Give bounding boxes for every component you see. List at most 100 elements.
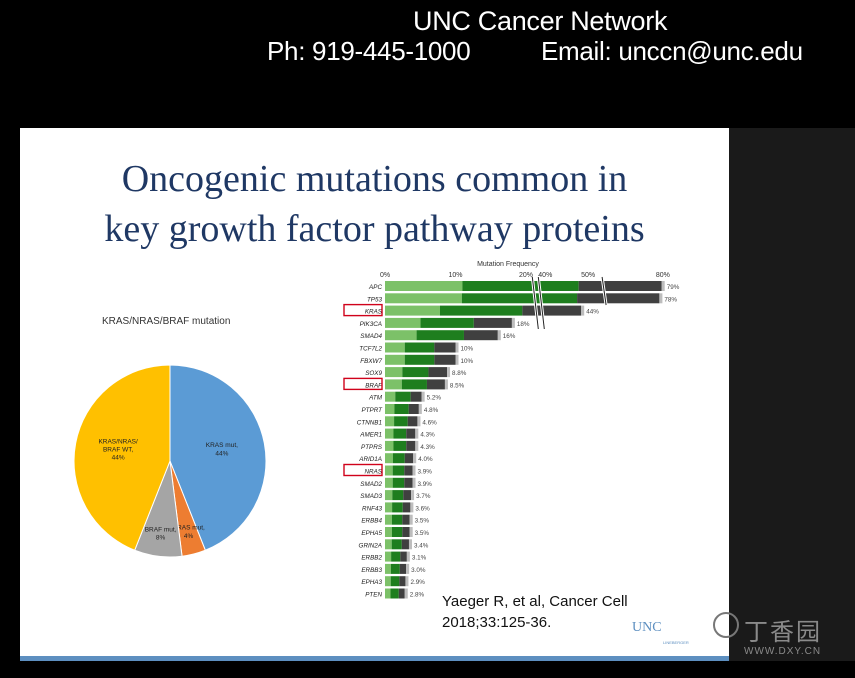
bar-segment — [404, 342, 435, 353]
bar-pten — [385, 588, 408, 599]
bar-segment — [390, 576, 400, 587]
bar-tp53 — [385, 293, 663, 304]
bar-segment — [578, 281, 662, 291]
pie-label-braf: BRAF mut, 8% — [145, 526, 177, 541]
bar-epha3 — [385, 576, 409, 587]
bar-epha5 — [385, 527, 413, 537]
bar-value-smad4: 16% — [503, 333, 516, 340]
bar-segment — [390, 588, 399, 599]
bar-segment — [522, 305, 582, 316]
bar-chart-title: Mutation Frequency — [477, 261, 539, 268]
bar-label-arid1a: ARID1A — [358, 456, 382, 463]
bar-segment — [413, 453, 417, 464]
citation: Yaeger R, et al, Cancer Cell 2018;33:125… — [442, 591, 628, 633]
bar-segment — [511, 317, 515, 328]
bar-ptprt — [385, 404, 422, 414]
bar-label-erbb4: ERBB4 — [361, 518, 382, 525]
bar-label-ptprt: PTPRT — [361, 407, 383, 414]
bar-value-braf: 8.5% — [450, 382, 465, 389]
pie-slice-wt — [73, 364, 171, 551]
bar-label-smad2: SMAD2 — [360, 481, 382, 488]
bar-segment — [392, 502, 403, 513]
bar-segment — [385, 502, 393, 513]
bar-value-nras: 3.9% — [417, 469, 432, 476]
bar-pik3ca — [385, 317, 515, 328]
bar-erbb3 — [385, 563, 410, 574]
bar-segment — [385, 391, 396, 402]
bar-segment — [392, 490, 404, 501]
bar-label-amer1: AMER1 — [359, 432, 382, 439]
bar-value-erbb3: 3.0% — [411, 567, 426, 574]
bar-segment — [409, 527, 413, 537]
bar-grin2a — [385, 539, 412, 550]
bar-segment — [426, 379, 445, 390]
citation-line-2: 2018;33:125-36. — [442, 614, 552, 631]
bar-value-grin2a: 3.4% — [414, 542, 429, 549]
bar-label-fbxw7: FBXW7 — [360, 358, 382, 365]
bar-segment — [497, 330, 501, 341]
bar-segment — [406, 440, 416, 451]
bar-segment — [406, 428, 416, 439]
bar-segment — [401, 379, 427, 390]
bar-segment — [399, 563, 407, 574]
slide-title-line-2: key growth factor pathway proteins — [104, 208, 645, 250]
bar-segment — [461, 293, 578, 304]
bar-value-pten: 2.8% — [410, 592, 425, 599]
bar-smad3 — [385, 490, 415, 501]
bar-segment — [391, 539, 402, 550]
x-tick-label: 0% — [380, 272, 390, 279]
bar-label-rnf43: RNF43 — [362, 505, 382, 512]
bar-label-pten: PTEN — [365, 592, 382, 599]
bar-value-tp53: 78% — [664, 296, 677, 303]
bar-segment — [412, 477, 416, 488]
bar-erbb4 — [385, 514, 413, 525]
bar-label-nras: NRAS — [365, 469, 383, 476]
bar-segment — [385, 551, 392, 562]
bar-segment — [412, 465, 416, 476]
bar-value-ptprs: 4.3% — [420, 444, 435, 451]
bar-segment — [385, 453, 393, 464]
bar-value-fbxw7: 10% — [461, 358, 474, 365]
bar-segment — [385, 440, 394, 451]
right-margin-panel — [729, 128, 855, 661]
bar-value-erbb4: 3.5% — [415, 518, 430, 525]
bar-value-rnf43: 3.6% — [415, 505, 430, 512]
header-org-name: UNC Cancer Network — [413, 6, 668, 36]
bar-value-smad3: 3.7% — [416, 493, 431, 500]
bar-segment — [661, 281, 665, 291]
bar-value-epha5: 3.5% — [415, 530, 430, 537]
watermark-icon — [713, 612, 739, 638]
axis-break-line — [601, 276, 607, 306]
bar-segment — [393, 440, 407, 451]
bar-segment — [385, 293, 462, 304]
unc-logo-subtitle: LINEBERGER — [663, 640, 689, 645]
bar-segment — [581, 305, 585, 316]
pie-chart-title: KRAS/NRAS/BRAF mutation — [102, 316, 231, 327]
bar-segment — [392, 453, 405, 464]
bar-rnf43 — [385, 502, 414, 513]
bar-label-epha3: EPHA3 — [361, 579, 382, 586]
pie-slice-kras — [169, 364, 267, 551]
bar-segment — [385, 465, 393, 476]
bar-label-erbb3: ERBB3 — [361, 567, 382, 574]
bar-segment — [420, 317, 474, 328]
bar-segment — [410, 391, 422, 402]
bar-value-arid1a: 4.0% — [418, 456, 433, 463]
slide-title: Oncogenic mutations common in key growth… — [20, 154, 729, 254]
bar-segment — [416, 330, 464, 341]
bar-value-smad2: 3.9% — [417, 481, 432, 488]
bar-segment — [393, 428, 407, 439]
bar-segment — [385, 367, 403, 378]
bar-segment — [385, 281, 463, 291]
bar-value-tcf7l2: 10% — [461, 346, 474, 353]
bar-label-kras: KRAS — [365, 309, 383, 316]
mutation-frequency-bar-chart: Mutation Frequency 0% 10% 20% 40% 50% 80% APC 79… — [343, 261, 680, 599]
header-email: Email: unccn@unc.edu — [541, 36, 803, 66]
bar-segment — [410, 502, 414, 513]
bar-arid1a — [385, 453, 417, 464]
bar-segment — [399, 576, 406, 587]
bar-fbxw7 — [385, 354, 459, 365]
bar-label-sox9: SOX9 — [365, 370, 382, 377]
bar-segment — [439, 305, 523, 316]
x-tick-label: 20% — [519, 272, 533, 279]
